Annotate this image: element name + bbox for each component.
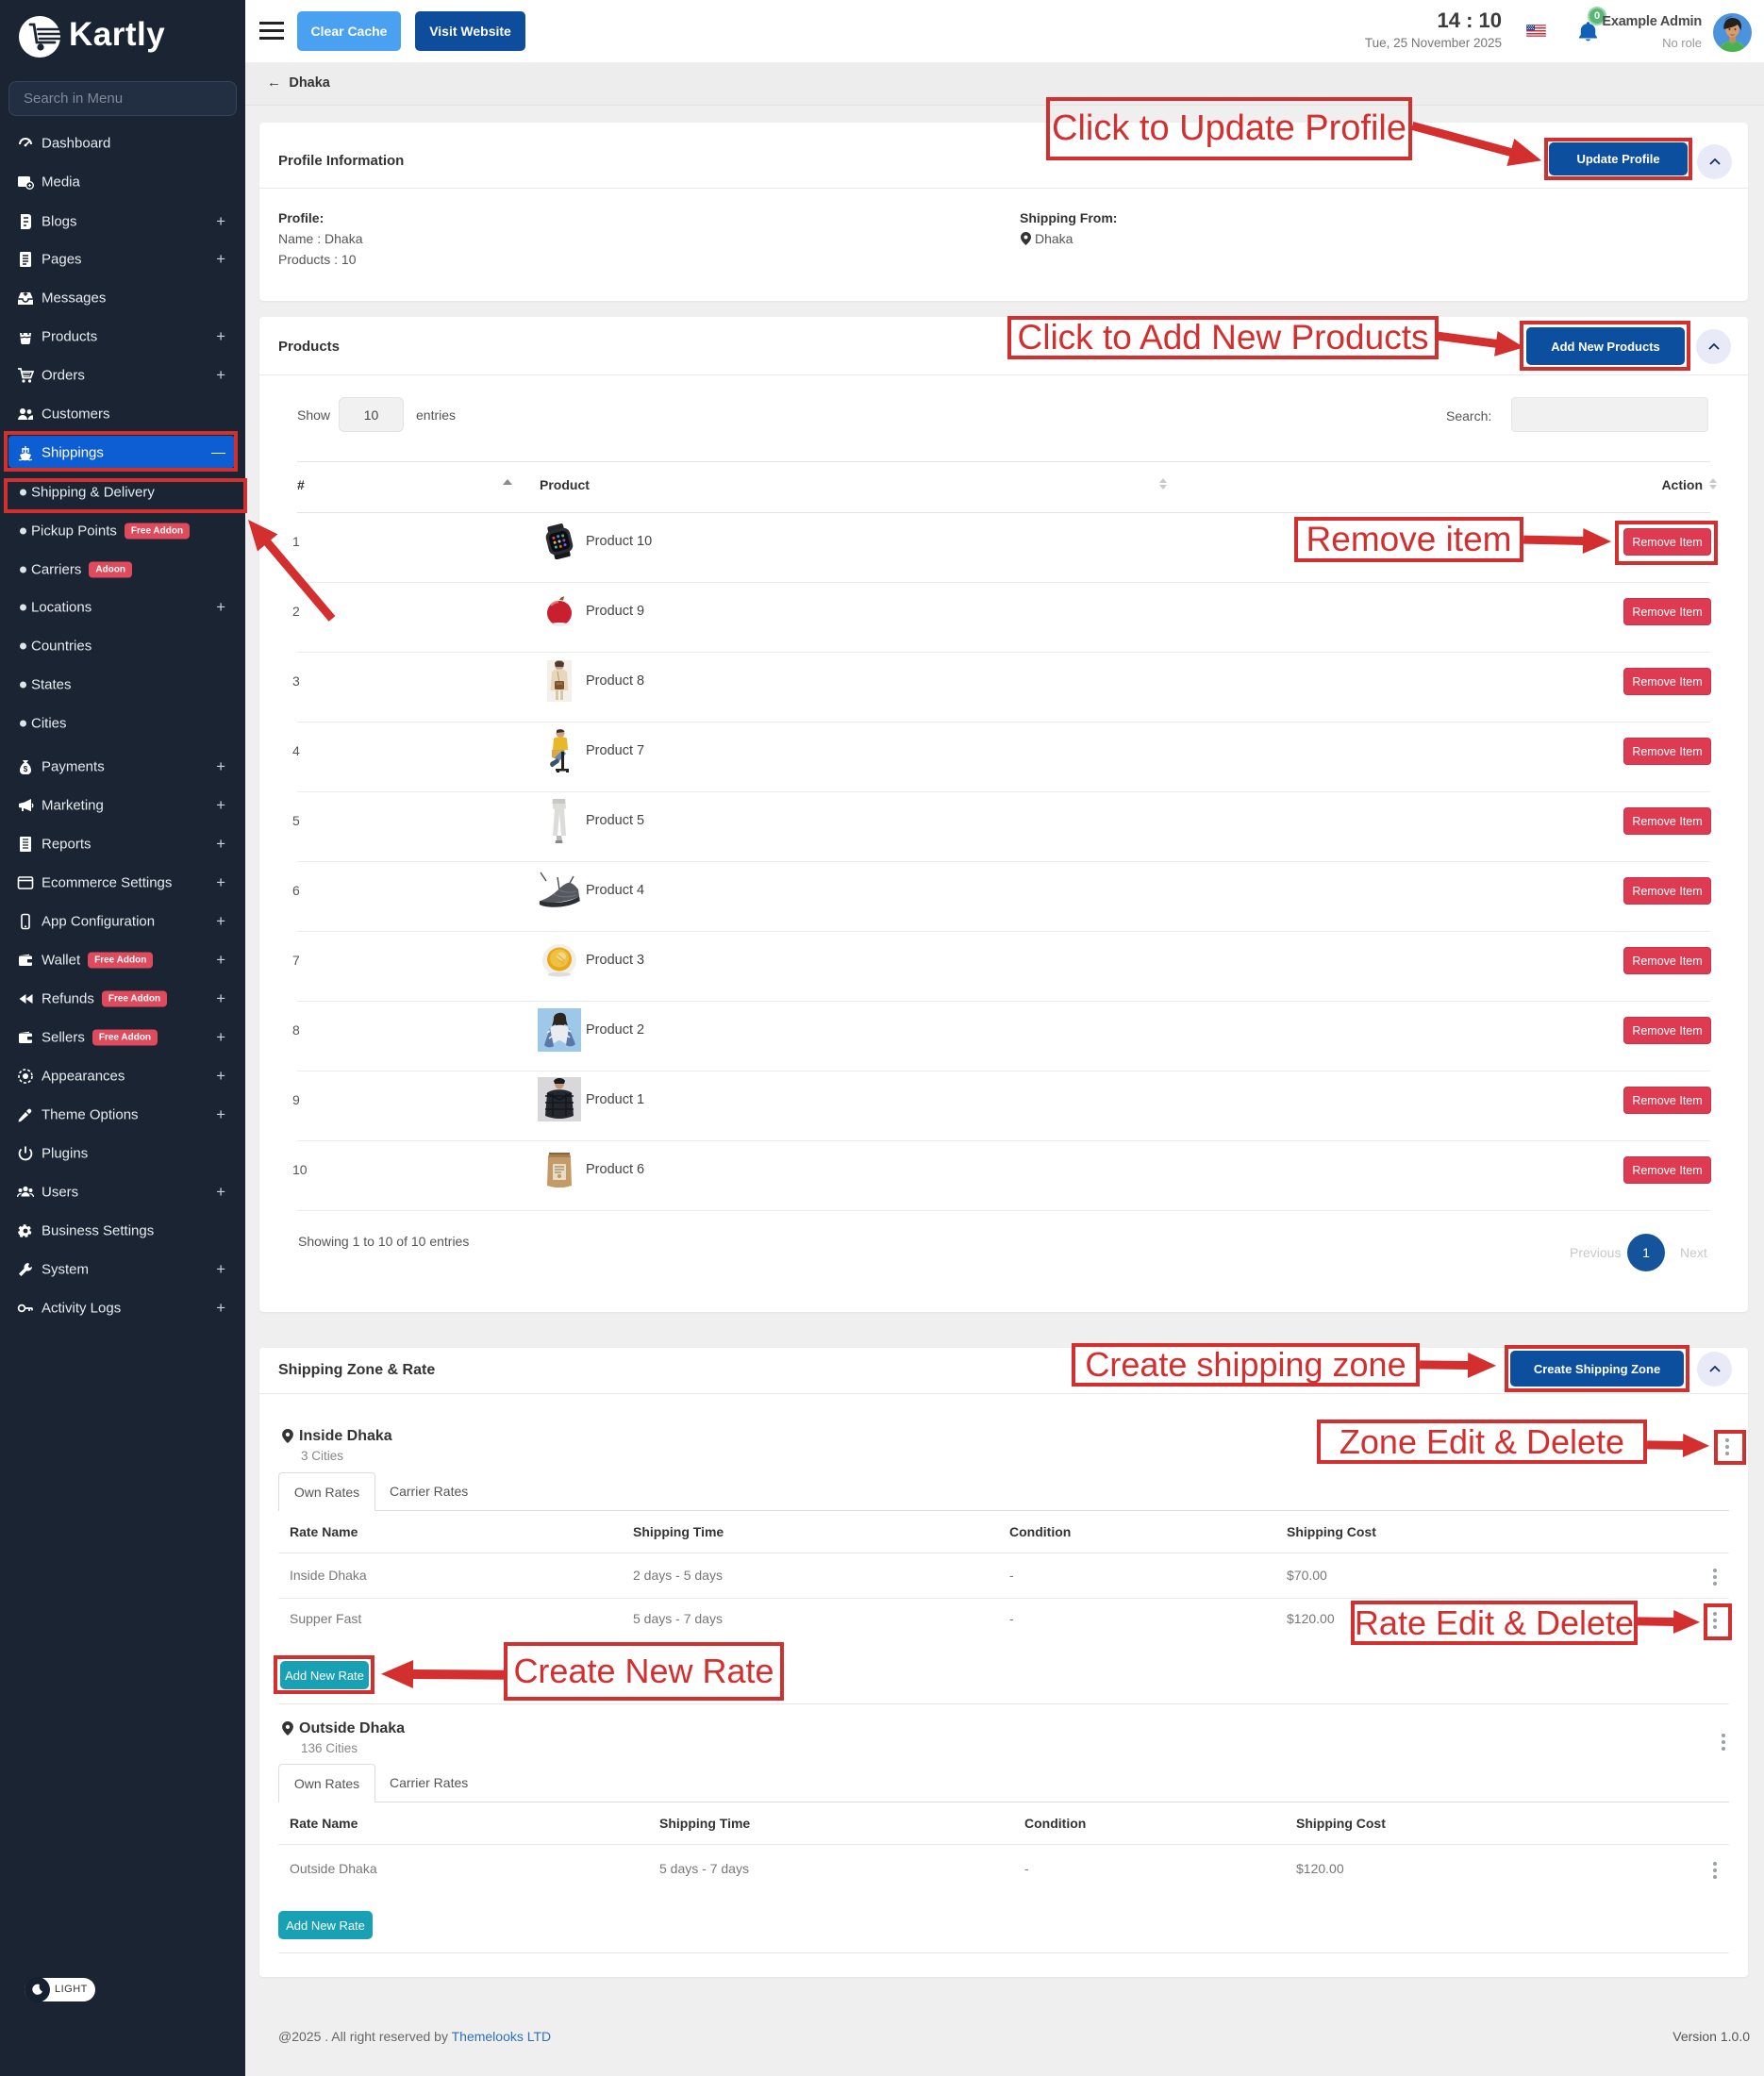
svg-text:$: $ <box>24 765 28 773</box>
